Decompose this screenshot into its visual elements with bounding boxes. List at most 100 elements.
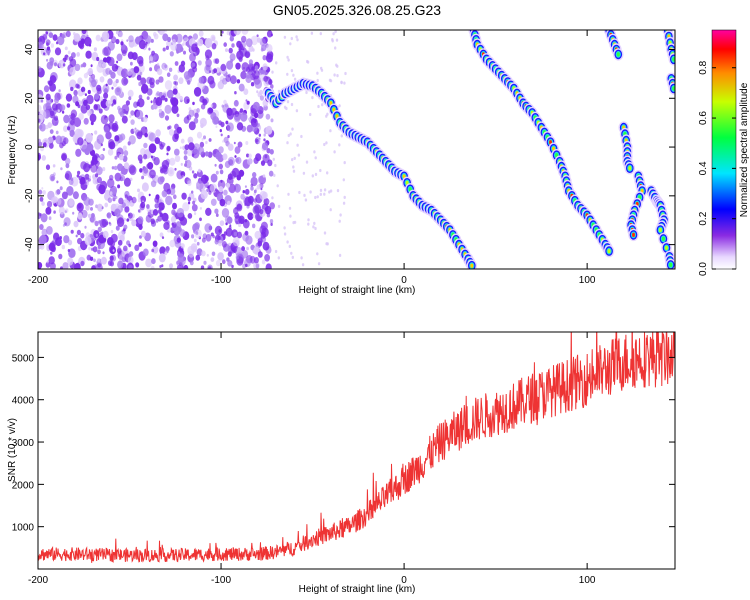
- noise-blob: [186, 148, 193, 157]
- noise-blob: [73, 220, 79, 228]
- noise-blob: [89, 113, 97, 123]
- faint-blob: [292, 169, 296, 173]
- noise-blob: [259, 89, 264, 96]
- noise-blob: [84, 173, 90, 180]
- noise-blob: [158, 202, 165, 211]
- noise-blob: [99, 180, 108, 191]
- noise-blob: [156, 68, 163, 76]
- noise-blob: [191, 43, 198, 52]
- spectrogram-xtick-label: 0: [401, 275, 407, 286]
- noise-blob: [77, 203, 82, 209]
- noise-blob: [234, 146, 241, 154]
- noise-blob: [113, 165, 118, 171]
- faint-blob: [300, 256, 303, 260]
- noise-blob: [218, 163, 223, 170]
- trace-core-hot: [628, 166, 632, 171]
- noise-blob: [138, 60, 144, 67]
- noise-blob: [226, 107, 233, 116]
- noise-blob: [253, 70, 257, 74]
- faint-blob: [287, 192, 290, 196]
- noise-blob: [107, 178, 115, 189]
- colorbar-ticks: 0.0 0.2 0.4 0.6 0.8: [698, 29, 737, 276]
- noise-blob: [52, 34, 58, 41]
- noise-blob: [169, 239, 176, 248]
- chart-title: GN05.2025.326.08.25.G23: [273, 2, 441, 18]
- faint-blob: [306, 59, 309, 64]
- noise-blob: [196, 241, 200, 246]
- noise-blob: [234, 155, 237, 158]
- noise-blob: [244, 188, 250, 195]
- faint-blob: [283, 105, 287, 109]
- noise-blob: [239, 108, 244, 113]
- noise-blob: [203, 135, 206, 140]
- faint-blob: [289, 214, 292, 218]
- faint-blob: [300, 134, 303, 139]
- noise-blob: [60, 167, 63, 171]
- noise-blob: [123, 162, 130, 170]
- noise-blob: [226, 122, 234, 132]
- noise-blob: [40, 213, 48, 223]
- noise-blob: [45, 31, 49, 35]
- noise-blob: [123, 217, 127, 221]
- snr-panel: -200 -100 0 100 1000 2000 3000 4000 5000 Height …: [7, 331, 676, 595]
- noise-blob: [112, 249, 115, 252]
- noise-blob: [206, 253, 209, 257]
- noise-blob: [115, 79, 119, 84]
- noise-blob: [150, 265, 155, 269]
- noise-blob: [129, 115, 132, 118]
- faint-blob: [287, 58, 290, 62]
- noise-blob: [183, 50, 186, 55]
- noise-blob: [214, 208, 219, 214]
- faint-blob: [311, 174, 314, 178]
- noise-blob: [183, 155, 188, 161]
- noise-blob: [124, 194, 128, 199]
- snr-ytick-label: 2000: [12, 480, 35, 491]
- noise-blob: [231, 43, 235, 48]
- noise-blob: [61, 191, 68, 200]
- snr-ticks: -200 -100 0 100 1000 2000 3000 4000 5000: [12, 332, 675, 586]
- noise-blob: [180, 162, 183, 166]
- noise-blob: [210, 257, 215, 262]
- noise-blob: [195, 231, 199, 235]
- noise-blob: [117, 239, 123, 246]
- noise-blob: [252, 48, 255, 52]
- noise-blob: [46, 46, 51, 51]
- noise-blob: [105, 221, 109, 225]
- noise-blob: [70, 119, 75, 126]
- faint-blob: [338, 143, 341, 147]
- noise-blob: [270, 222, 273, 226]
- trace-core-hot: [672, 86, 675, 91]
- noise-blob: [83, 117, 89, 125]
- noise-blob: [38, 262, 43, 269]
- noise-blob: [172, 88, 178, 95]
- noise-blob: [207, 151, 213, 158]
- noise-blob: [140, 77, 147, 86]
- noise-blob: [102, 230, 109, 239]
- noise-blob: [249, 255, 256, 264]
- noise-blob: [176, 170, 184, 180]
- spectrogram-y-axis-label: Frequency (Hz): [7, 116, 18, 185]
- noise-blob: [143, 116, 148, 123]
- noise-blob: [61, 110, 65, 114]
- noise-blob: [246, 246, 250, 251]
- noise-blob: [90, 160, 95, 165]
- noise-blob: [240, 112, 248, 122]
- noise-blob: [199, 217, 202, 222]
- faint-blob: [289, 42, 292, 46]
- noise-blob: [244, 51, 250, 58]
- faint-blob: [290, 102, 294, 107]
- noise-blob: [105, 117, 108, 121]
- faint-blob: [333, 73, 336, 77]
- noise-blob: [128, 135, 136, 145]
- trace-core-hot: [632, 232, 635, 237]
- noise-blob: [49, 57, 55, 64]
- snr-x-axis-label: Height of straight line (km): [299, 584, 416, 595]
- noise-blob: [96, 134, 105, 145]
- noise-blob: [198, 168, 201, 173]
- noise-blob: [191, 190, 194, 194]
- noise-blob: [168, 129, 175, 136]
- noise-blob: [241, 246, 246, 252]
- faint-blob: [283, 226, 286, 230]
- noise-blob: [80, 104, 88, 114]
- faint-blob: [338, 104, 341, 108]
